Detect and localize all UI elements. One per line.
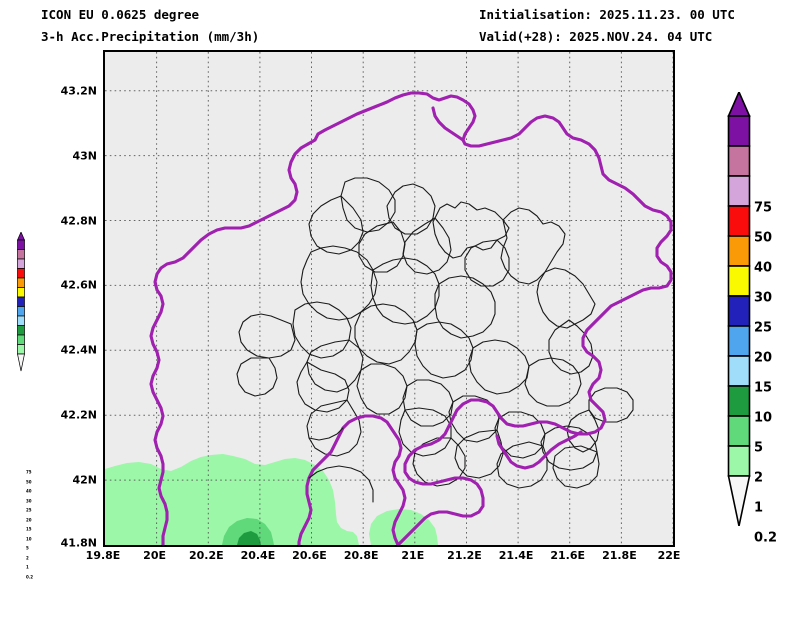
y-axis-tick-label: 42.8N [60,214,97,227]
admin-boundaries-south [308,427,374,503]
colorbar-tick-label: 15 [26,526,32,532]
colorbar-legend: 75 50 40 30 25 20 15 10 5 2 1 0.2 [727,90,777,546]
colorbar-tick-label: 75 [754,200,773,216]
colorbar-tick-label: 25 [26,507,32,513]
header-valid-time: Valid(+28): 2025.NOV.24. 04 UTC [479,29,713,44]
y-axis-tick-label: 41.8N [60,536,97,550]
colorbar-tick-label: 15 [754,380,773,396]
colorbar-tick-label: 2 [26,555,29,560]
map-plot-frame [103,50,675,547]
precip-band-2-5 [237,531,261,545]
colorbar-mini-graphic [16,231,26,372]
x-axis-tick-label: 20.8E [343,549,379,562]
x-axis-tick-label: 21.4E [498,549,534,562]
colorbar-tick-label: 20 [26,517,32,522]
colorbar-tick-label: 75 [26,469,32,475]
x-axis-tick-label: 20E [143,549,167,562]
colorbar-tick-label: 50 [754,230,773,246]
colorbar-tick-label: 5 [754,440,764,456]
country-border-kosovo-west [149,142,310,545]
y-axis-tick-label: 42N [72,473,97,487]
colorbar-tick-label: 20 [754,350,773,366]
x-axis-tick-label: 21.6E [550,549,586,562]
precip-band-0p2-1-lobe [369,509,438,545]
colorbar-tick-label: 1 [754,500,764,516]
map-graphic [105,52,673,545]
x-axis-tick-label: 22E [657,549,681,562]
colorbar-legend-mini: 75 50 40 30 25 20 15 10 5 2 1 0.2 [16,231,33,579]
colorbar-tick-label: 0.2 [26,574,34,579]
y-axis-tick-label: 42.4N [60,343,97,357]
colorbar-tick-label: 40 [754,260,773,276]
y-axis-tick-label: 42.2N [60,408,97,422]
x-axis-tick-label: 21.2E [447,549,482,562]
header-model-name: ICON EU 0.0625 degree [41,7,200,22]
colorbar-tick-label: 5 [26,545,29,551]
admin-boundaries [236,177,634,489]
x-axis-tick-label: 20.2E [188,549,224,562]
x-axis-tick-label: 21.8E [602,549,637,562]
country-border-kosovo-south [297,414,407,545]
colorbar-tick-label: 0.2 [754,530,778,546]
colorbar-tick-label: 30 [754,290,773,306]
colorbar-tick-label: 2 [754,470,764,486]
precip-band-0p2-1 [105,454,359,545]
x-axis-tick-label: 20.6E [292,549,327,562]
x-axis-tick-label: 20.4E [240,549,276,562]
country-border-kosovo [306,91,673,545]
colorbar-tick-label: 1 [26,564,29,570]
country-border-kosovo-ne-inset [431,106,465,142]
colorbar-tick-label: 10 [754,410,773,426]
colorbar-tick-label: 25 [754,320,773,336]
header-initialisation: Initialisation: 2025.11.23. 00 UTC [479,7,735,22]
y-axis-tick-label: 43.2N [60,84,97,98]
y-axis-tick-label: 42.6N [60,278,97,292]
precip-band-1-2 [222,518,274,545]
country-border-kosovo-se-lobe [495,430,583,470]
colorbar-tick-label: 40 [26,488,32,494]
colorbar-tick-label: 30 [26,498,32,503]
header-field-name: 3-h Acc.Precipitation (mm/3h) [41,29,260,44]
colorbar-tick-label: 10 [26,536,32,541]
y-axis-tick-label: 43N [72,149,97,163]
colorbar-graphic [727,90,751,527]
colorbar-tick-label: 50 [26,479,32,484]
x-axis-tick-label: 21E [401,549,425,562]
precip-contours [105,454,438,545]
map-canvas [105,52,673,545]
x-axis-tick-label: 19.8E [85,549,121,562]
